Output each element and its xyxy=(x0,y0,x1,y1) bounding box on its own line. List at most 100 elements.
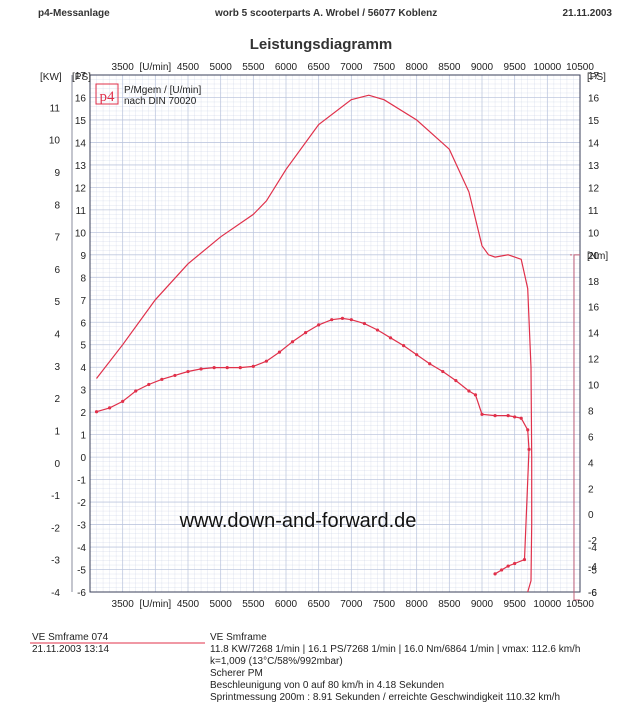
kw-tick: 6 xyxy=(54,265,60,276)
ps-tick-right-lower: -4 xyxy=(588,543,597,554)
ps-tick-right: 15 xyxy=(588,116,600,127)
ps-tick-left: -4 xyxy=(77,543,86,554)
x-tick-top: 9000 xyxy=(471,62,494,73)
kw-tick: 2 xyxy=(54,394,60,405)
x-tick-bottom: 8500 xyxy=(438,599,461,610)
ps-tick-left: 2 xyxy=(80,408,86,419)
footer-title: VE Smframe xyxy=(210,632,267,643)
ps-tick-right: 17 xyxy=(588,71,600,82)
header-left: p4-Messanlage xyxy=(38,8,110,19)
series-point-nm xyxy=(428,362,432,366)
series-point-nm xyxy=(506,414,510,418)
x-tick-top: 5000 xyxy=(210,62,233,73)
ps-tick-left: 7 xyxy=(80,296,86,307)
series-point-nm xyxy=(526,428,530,432)
series-point-nm xyxy=(134,389,138,393)
ps-tick-left: 4 xyxy=(80,363,86,374)
nm-tick: 8 xyxy=(588,406,594,417)
series-point-nm xyxy=(513,561,517,566)
series-point-nm xyxy=(147,382,151,387)
kw-tick: -4 xyxy=(51,588,60,599)
series-point-nm xyxy=(454,379,458,383)
ps-tick-right: 12 xyxy=(588,183,600,194)
frame-date: 21.11.2003 13:14 xyxy=(32,644,110,655)
ps-tick-right: 13 xyxy=(588,161,600,172)
series-point-nm xyxy=(277,350,282,354)
nm-tick: 18 xyxy=(588,277,600,288)
series-point-nm xyxy=(506,564,510,568)
series-point-nm xyxy=(375,328,380,332)
footer-line1: 11.8 KW/7268 1/min | 16.1 PS/7268 1/min … xyxy=(210,644,581,655)
watermark-text: www.down-and-forward.de xyxy=(179,510,417,532)
kw-tick: 5 xyxy=(54,297,60,308)
x-tick-bottom: 10000 xyxy=(533,599,561,610)
series-point-nm xyxy=(264,359,268,363)
ps-tick-left: -5 xyxy=(77,566,86,577)
ps-tick-right: 14 xyxy=(588,138,600,149)
series-point-nm xyxy=(473,393,478,397)
x-tick-bottom: 5000 xyxy=(210,599,233,610)
footer-line3: Scherer PM xyxy=(210,668,263,679)
ps-tick-left: 10 xyxy=(75,228,87,239)
x-tick-bottom: 6000 xyxy=(275,599,298,610)
x-tick-bottom: 5500 xyxy=(242,599,265,610)
kw-tick: -2 xyxy=(51,523,60,534)
ps-tick-left: -3 xyxy=(77,521,86,532)
x-tick-top: 10500 xyxy=(566,62,594,73)
ps-tick-left: 12 xyxy=(75,183,87,194)
series-point-nm xyxy=(160,377,164,381)
kw-tick: 11 xyxy=(50,103,61,114)
series-point-nm xyxy=(441,369,445,374)
series-point-nm xyxy=(480,412,484,416)
series-point-nm xyxy=(225,366,229,370)
kw-tick: 7 xyxy=(54,233,60,244)
kw-tick: 4 xyxy=(54,330,60,341)
x-tick-top: 6500 xyxy=(308,62,331,73)
nm-tick: 20 xyxy=(588,251,600,262)
series-point-nm xyxy=(500,568,504,572)
nm-tick: 2 xyxy=(588,484,594,495)
series-point-nm xyxy=(340,316,345,320)
nm-tick: 0 xyxy=(588,510,594,521)
ps-tick-left: 17 xyxy=(75,71,87,82)
nm-tick: 12 xyxy=(588,355,600,366)
ps-tick-left: 16 xyxy=(75,93,87,104)
series-point-nm xyxy=(362,321,366,326)
nm-tick: -6 xyxy=(588,588,597,599)
x-tick-top: 8000 xyxy=(406,62,429,73)
series-point-nm xyxy=(186,369,190,374)
ps-tick-left: -1 xyxy=(77,476,86,487)
ps-tick-left: 0 xyxy=(80,453,86,464)
series-line-nm xyxy=(96,317,530,575)
logo-text: p4 xyxy=(100,89,116,105)
series-point-nm xyxy=(317,323,321,327)
x-tick-top: 4500 xyxy=(177,62,200,73)
nm-tick: 4 xyxy=(588,458,594,469)
frame-label: VE Smframe 074 xyxy=(32,632,109,643)
series-point-nm xyxy=(349,318,353,322)
series-point-nm xyxy=(513,415,517,419)
ps-tick-left: 15 xyxy=(75,116,87,127)
nm-tick: 6 xyxy=(588,432,594,443)
series-point-nm xyxy=(212,366,216,370)
x-tick-top: 7500 xyxy=(373,62,396,73)
ps-axis-label-left: [PS] xyxy=(72,72,91,83)
series-point-nm xyxy=(519,416,523,420)
x-tick-bottom: 10500 xyxy=(566,599,594,610)
logo-box xyxy=(95,83,119,105)
subtitle-line: nach DIN 70020 xyxy=(124,96,197,107)
x-axis-label-bottom: [U/min] xyxy=(139,599,171,610)
grid xyxy=(89,74,581,593)
footer-line4: Beschleunigung von 0 auf 80 km/h in 4.18… xyxy=(210,680,445,691)
series-point-nm xyxy=(108,406,112,410)
ps-tick-left: 6 xyxy=(80,318,86,329)
ps-tick-left: 11 xyxy=(76,206,87,217)
series-point-nm xyxy=(199,367,203,371)
kw-tick: 10 xyxy=(49,136,61,147)
header-date: 21.11.2003 xyxy=(562,8,613,19)
series-point-nm xyxy=(94,410,99,414)
ps-tick-left: 8 xyxy=(80,273,86,284)
series-point-nm xyxy=(522,557,527,562)
tick-labels: 3500350045004500500050005500550060006000… xyxy=(40,62,608,610)
